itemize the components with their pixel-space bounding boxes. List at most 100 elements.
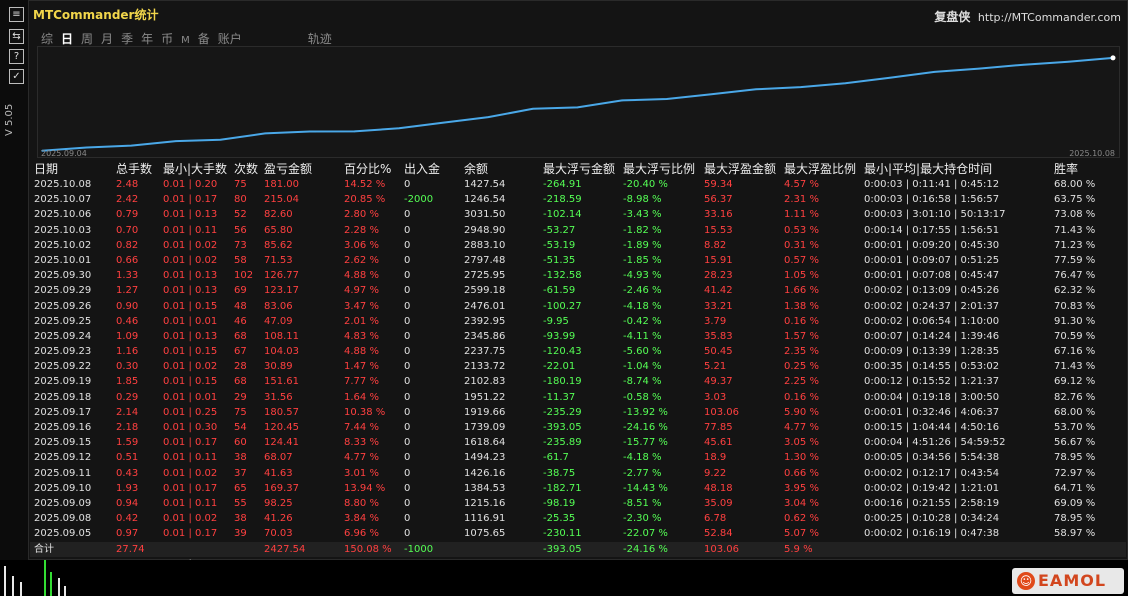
tab-1[interactable]: 日: [61, 32, 74, 46]
table-cell: 1.38 %: [784, 300, 819, 312]
table-cell: 41.42: [704, 285, 733, 297]
table-row[interactable]: 2025.09.22 0.30 0.01 | 0.02 28 30.89 1.47 % 0 2…: [32, 359, 1127, 374]
column-header[interactable]: 出入金: [404, 162, 441, 176]
table-cell: 124.41: [264, 437, 299, 449]
table-row[interactable]: 2025.09.23 1.16 0.01 | 0.15 67 104.03 4.88 % 0…: [32, 344, 1127, 359]
column-header[interactable]: 最大浮盈比例: [784, 162, 857, 176]
column-header[interactable]: 最小|平均|最大持仓时间: [864, 162, 993, 176]
table-cell: 69.12 %: [1054, 376, 1096, 388]
menu-icon[interactable]: ≡: [9, 7, 24, 22]
swap-icon[interactable]: ⇆: [9, 29, 24, 44]
tab-6[interactable]: 币: [161, 32, 174, 46]
table-row[interactable]: 2025.09.24 1.09 0.01 | 0.13 68 108.11 4.83 % 0…: [32, 329, 1127, 344]
table-row[interactable]: 2025.10.03 0.70 0.01 | 0.11 56 65.80 2.28 % 0 2…: [32, 223, 1127, 238]
table-row[interactable]: 2025.09.09 0.94 0.01 | 0.11 55 98.25 8.80 % 0 1…: [32, 496, 1127, 511]
table-cell: 56.67 %: [1054, 437, 1096, 449]
table-row[interactable]: 2025.10.01 0.66 0.01 | 0.02 58 71.53 2.62 % 0 2…: [32, 253, 1127, 268]
table-cell: -24.16 %: [623, 422, 668, 433]
table-row[interactable]: 2025.09.18 0.29 0.01 | 0.01 29 31.56 1.64 % 0 1…: [32, 390, 1127, 405]
table-cell: 71.43 %: [1054, 224, 1096, 236]
table-row[interactable]: 2025.09.05 0.97 0.01 | 0.17 39 70.03 6.96 % 0 1…: [32, 526, 1127, 541]
table-cell: 7.77 %: [344, 376, 379, 388]
table-cell: 33.16: [704, 209, 733, 221]
column-header[interactable]: 胜率: [1054, 162, 1079, 176]
tab-3[interactable]: 月: [101, 32, 114, 46]
left-toolbar: ≡ ⇆ ? ✓ V 5.05: [0, 0, 28, 560]
column-header[interactable]: 最大浮亏比例: [623, 162, 696, 176]
column-header[interactable]: 最小|大手数: [163, 162, 228, 176]
column-header[interactable]: 百分比%: [344, 162, 392, 176]
table-cell: 2.28 %: [344, 224, 379, 236]
table-cell: 2102.83: [464, 376, 506, 388]
tab-8[interactable]: 备: [197, 32, 210, 46]
tab-7[interactable]: M: [181, 35, 190, 46]
tab-9[interactable]: 账户: [217, 32, 242, 46]
brand-url[interactable]: http://MTCommander.com: [977, 11, 1121, 24]
table-cell: 0:00:15 | 1:04:44 | 4:50:16: [864, 422, 1000, 433]
table-cell: -61.7: [543, 452, 569, 464]
table-row[interactable]: 2025.09.25 0.46 0.01 | 0.01 46 47.09 2.01 % 0 2…: [32, 314, 1127, 329]
table-cell: -38.75: [543, 467, 576, 479]
table-row[interactable]: 2025.10.08 2.48 0.01 | 0.20 75 181.00 14.52 %…: [32, 177, 1127, 192]
table-cell: 0.01 | 0.15: [163, 300, 218, 312]
column-header[interactable]: 总手数: [116, 162, 153, 176]
table-cell: 0:00:05 | 0:34:56 | 5:54:38: [864, 452, 1000, 464]
table-row[interactable]: 2025.10.06 0.79 0.01 | 0.13 52 82.60 2.80 % 0 3…: [32, 207, 1127, 222]
table-cell: 60: [234, 437, 247, 449]
table-cell: 0.01 | 0.30: [163, 422, 218, 433]
column-header[interactable]: 次数: [234, 162, 259, 176]
tab-5[interactable]: 年: [141, 32, 154, 46]
column-header[interactable]: 最大浮亏金额: [543, 162, 616, 176]
column-header[interactable]: 最大浮盈金额: [704, 162, 777, 176]
table-cell: 2025.09.24: [34, 330, 92, 342]
table-cell: -1.04 %: [623, 361, 662, 373]
table-row[interactable]: 2025.09.30 1.33 0.01 | 0.13 102 126.77 4.88 %…: [32, 268, 1127, 283]
check-icon[interactable]: ✓: [9, 69, 24, 84]
table-cell: -0.42 %: [623, 315, 662, 327]
table-cell: 1.33: [116, 270, 139, 282]
table-cell: 15.53: [704, 224, 733, 236]
table-cell: 3.03: [704, 391, 727, 403]
table-row[interactable]: 2025.09.26 0.90 0.01 | 0.15 48 83.06 3.47 % 0 2…: [32, 299, 1127, 314]
tab-4[interactable]: 季: [121, 32, 134, 46]
table-row[interactable]: 2025.09.11 0.43 0.01 | 0.02 37 41.63 3.01 % 0 1…: [32, 466, 1127, 481]
stats-window: MTCommander统计 复盘侠 http://MTCommander.com…: [28, 0, 1128, 570]
tab-10[interactable]: 轨迹: [307, 32, 332, 46]
price-bars-strip: [0, 560, 1128, 596]
table-cell: 58: [234, 254, 247, 266]
table-cell: 2025.09.05: [34, 528, 92, 540]
total-cell: 103.06: [704, 544, 739, 555]
column-header[interactable]: 盈亏金额: [264, 162, 313, 176]
table-row[interactable]: 2025.09.17 2.14 0.01 | 0.25 75 180.57 10.38 %…: [32, 405, 1127, 420]
total-cell: 27.74: [116, 544, 145, 555]
table-cell: -1.85 %: [623, 254, 662, 266]
tab-0[interactable]: 综: [41, 32, 54, 46]
column-header[interactable]: 余额: [464, 162, 489, 176]
table-row[interactable]: 2025.09.12 0.51 0.01 | 0.11 38 68.07 4.77 % 0 1…: [32, 450, 1127, 465]
column-header[interactable]: 日期: [34, 162, 59, 176]
table-cell: -3.43 %: [623, 209, 662, 221]
table-cell: 2345.86: [464, 330, 506, 342]
table-row[interactable]: 2025.10.02 0.82 0.01 | 0.02 73 85.62 3.06 % 0 2…: [32, 238, 1127, 253]
balance-point: [844, 82, 847, 85]
table-cell: 0: [404, 270, 411, 282]
table-row[interactable]: 2025.09.29 1.27 0.01 | 0.13 69 123.17 4.97 % 0…: [32, 283, 1127, 298]
table-row[interactable]: 2025.09.15 1.59 0.01 | 0.17 60 124.41 8.33 % 0…: [32, 435, 1127, 450]
help-icon[interactable]: ?: [9, 49, 24, 64]
table-cell: 0.01 | 0.01: [163, 315, 218, 327]
table-cell: 1951.22: [464, 391, 506, 403]
table-row[interactable]: 2025.09.19 1.85 0.01 | 0.15 68 151.61 7.77 % 0…: [32, 374, 1127, 389]
table-row[interactable]: 2025.09.16 2.18 0.01 | 0.30 54 120.45 7.44 % 0…: [32, 420, 1127, 435]
tab-2[interactable]: 周: [81, 32, 94, 46]
balance-point: [1110, 55, 1116, 61]
table-cell: -4.11 %: [623, 330, 662, 342]
balance-point: [308, 130, 311, 133]
price-bar: [4, 566, 6, 596]
table-cell: 0: [404, 361, 411, 373]
table-row[interactable]: 2025.09.08 0.42 0.01 | 0.02 38 41.26 3.84 % 0 1…: [32, 511, 1127, 526]
table-row[interactable]: 2025.10.07 2.42 0.01 | 0.17 80 215.04 20.85 %…: [32, 192, 1127, 207]
table-row[interactable]: 2025.09.10 1.93 0.01 | 0.17 65 169.37 13.94 %…: [32, 481, 1127, 496]
table-cell: 1.93: [116, 482, 139, 494]
table-cell: -5.60 %: [623, 346, 662, 358]
table-cell: 8.80 %: [344, 497, 379, 509]
